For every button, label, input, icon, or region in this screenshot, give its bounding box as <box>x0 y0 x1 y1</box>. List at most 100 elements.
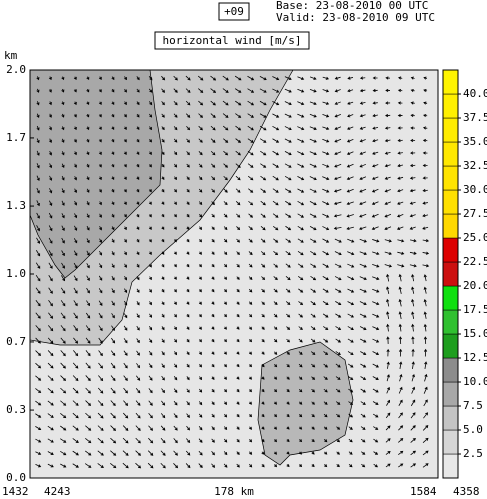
wind-arrow <box>310 338 316 343</box>
wind-arrow <box>347 89 354 93</box>
wind-arrow <box>123 138 127 143</box>
wind-arrow <box>372 288 380 293</box>
wind-arrow <box>249 438 253 443</box>
wind-arrow <box>211 314 215 318</box>
wind-arrow <box>86 250 90 256</box>
wind-arrow <box>85 337 91 344</box>
wind-arrow <box>235 113 242 118</box>
wind-arrow <box>334 288 342 293</box>
wind-arrow <box>259 113 267 118</box>
wind-arrow <box>309 138 317 143</box>
wind-arrow <box>149 138 152 143</box>
colorbar-label: 20.0 <box>463 279 487 292</box>
wind-arrow <box>386 311 390 320</box>
wind-arrow <box>347 101 354 105</box>
wind-arrow <box>199 363 202 368</box>
wind-arrow <box>348 388 354 393</box>
wind-arrow <box>198 338 202 343</box>
wind-arrow <box>423 89 428 93</box>
wind-arrow <box>348 413 353 418</box>
wind-arrow <box>86 176 90 181</box>
wind-arrow <box>411 386 416 394</box>
wind-arrow <box>60 350 66 357</box>
wind-arrow <box>409 189 416 193</box>
wind-arrow <box>223 201 228 206</box>
wind-arrow <box>60 375 67 382</box>
wind-arrow <box>235 188 241 193</box>
wind-arrow <box>309 76 317 80</box>
wind-arrow <box>334 276 342 281</box>
wind-arrow <box>148 412 153 419</box>
wind-arrow <box>123 412 129 419</box>
wind-arrow <box>223 463 228 468</box>
wind-arrow <box>224 263 228 268</box>
wind-arrow <box>148 363 153 369</box>
wind-arrow <box>186 425 191 431</box>
wind-arrow <box>98 350 103 357</box>
wind-arrow <box>322 101 330 105</box>
wind-arrow <box>410 151 416 155</box>
wind-arrow <box>284 126 292 131</box>
wind-arrow <box>36 237 41 244</box>
wind-arrow <box>136 276 140 281</box>
wind-arrow <box>211 163 216 168</box>
wind-arrow <box>123 300 128 306</box>
wind-arrow <box>98 337 103 344</box>
wind-arrow <box>322 89 330 93</box>
wind-arrow <box>248 213 254 218</box>
wind-arrow <box>411 286 415 294</box>
wind-arrow <box>211 263 215 268</box>
wind-arrow <box>235 150 241 156</box>
wind-arrow <box>346 214 354 218</box>
wind-arrow <box>136 126 140 131</box>
wind-arrow <box>211 226 215 231</box>
wind-arrow <box>297 76 305 81</box>
wind-arrow <box>384 251 392 255</box>
wind-arrow <box>311 388 316 393</box>
wind-arrow <box>422 425 429 431</box>
wind-arrow <box>60 325 66 332</box>
wind-arrow <box>49 200 53 207</box>
wind-arrow <box>273 326 278 330</box>
wind-arrow <box>198 264 202 268</box>
wind-arrow <box>236 389 240 393</box>
wind-arrow <box>299 426 303 430</box>
wind-arrow <box>110 375 116 382</box>
wind-arrow <box>111 313 115 319</box>
wind-arrow <box>273 288 278 293</box>
wind-arrow <box>285 200 292 206</box>
wind-arrow <box>111 76 115 81</box>
wind-arrow <box>359 88 366 93</box>
wind-arrow <box>398 425 404 431</box>
wind-arrow <box>372 301 380 306</box>
wind-arrow <box>224 276 228 280</box>
wind-arrow <box>261 364 265 368</box>
wind-arrow <box>72 387 79 394</box>
wind-arrow <box>198 151 203 156</box>
wind-arrow <box>136 338 140 344</box>
wind-arrow <box>211 176 216 181</box>
wind-arrow <box>224 401 228 405</box>
wind-arrow <box>235 138 242 143</box>
wind-arrow <box>422 226 429 230</box>
wind-arrow <box>398 336 403 345</box>
wind-arrow <box>410 399 416 407</box>
wind-arrow <box>186 226 190 230</box>
wind-arrow <box>410 437 416 443</box>
wind-arrow <box>98 275 103 281</box>
wind-arrow <box>48 237 53 244</box>
wind-arrow <box>173 138 178 143</box>
wind-arrow <box>161 126 165 131</box>
wind-arrow <box>423 323 427 332</box>
wind-arrow <box>384 139 391 143</box>
wind-arrow <box>297 151 305 156</box>
wind-arrow <box>347 301 355 306</box>
wind-arrow <box>73 300 78 307</box>
wind-arrow <box>211 426 215 431</box>
wind-arrow <box>297 263 304 268</box>
wind-arrow <box>309 188 317 193</box>
wind-arrow <box>61 138 65 143</box>
x-label: 1584 <box>410 485 437 498</box>
wind-arrow <box>60 450 67 456</box>
colorbar-segment <box>442 213 459 239</box>
